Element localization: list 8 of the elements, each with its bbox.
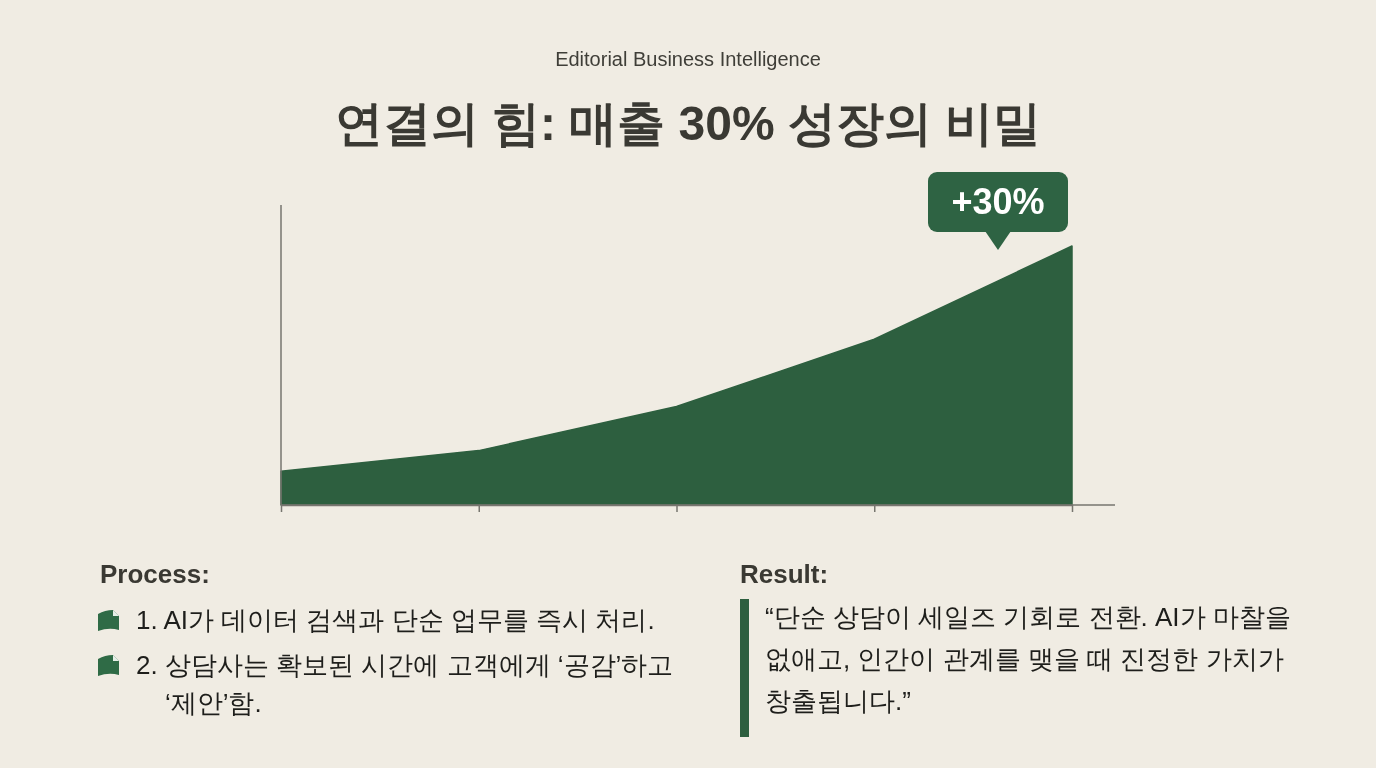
text: +30% bbox=[951, 181, 1045, 222]
text: 1. AI가 데이터 검색과 단순 업무를 즉시 처리. bbox=[136, 605, 655, 635]
chart-subtitle: Editorial Business Intelligence bbox=[555, 48, 821, 70]
text: “단순 상담이 세일즈 기회로 전환. AI가 마찰을 없애고, 인간이 관계를 맺을 때 진정한 가치가 창출됩니다.” bbox=[765, 602, 1291, 716]
text: Result: bbox=[740, 559, 829, 589]
chart-title: 연결의 힘: 매출 30% 성장의 비밀 bbox=[334, 97, 1042, 150]
text: 2. 상담사는 확보된 시간에 고객에게 ‘공감’하고 ‘제안’함. bbox=[136, 650, 674, 718]
text: Process: bbox=[100, 559, 210, 589]
